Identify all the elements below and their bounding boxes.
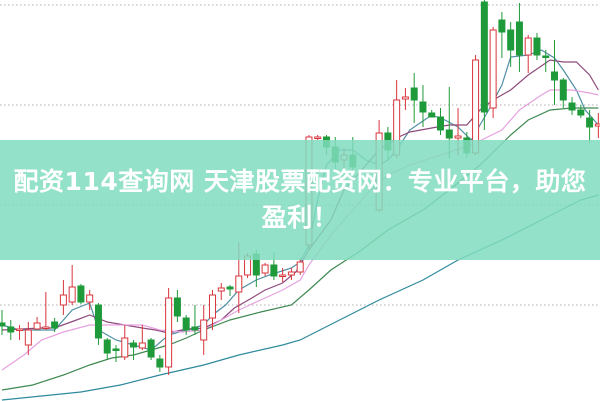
candle-body	[454, 135, 462, 139]
banner-title-line2: 盈利！	[261, 203, 339, 232]
candle-body	[594, 123, 600, 127]
candle-body	[165, 297, 173, 368]
candle-body	[586, 117, 594, 128]
candle-body	[217, 287, 225, 292]
candle-body	[121, 337, 129, 358]
candle-body	[200, 319, 208, 341]
candle-body	[103, 339, 111, 354]
candle-body	[24, 329, 32, 346]
candle-body	[94, 304, 102, 339]
candle-body	[0, 322, 6, 327]
candle-body	[498, 19, 506, 33]
candle-body	[51, 321, 59, 329]
candle-body	[489, 29, 497, 109]
candle-body	[296, 261, 304, 273]
candle-body	[568, 102, 576, 111]
candle-body	[208, 294, 216, 319]
candle-body	[410, 87, 418, 101]
candle-body	[182, 317, 190, 331]
candle-body	[314, 136, 322, 139]
candle-body	[156, 358, 164, 368]
moving-average-line	[1, 89, 599, 371]
candle-body	[270, 264, 278, 277]
candle-body	[33, 322, 41, 330]
title-banner: 配资114查询网 天津股票配资网：专业平台，助您 盈利！	[0, 140, 600, 260]
candle-body	[401, 96, 409, 100]
candle-body	[279, 274, 287, 277]
candle-body	[86, 294, 94, 303]
candle-body	[480, 1, 488, 113]
candle-body	[147, 339, 155, 358]
candle-body	[515, 21, 523, 56]
candle-body	[437, 116, 444, 131]
candle-body	[559, 79, 567, 101]
candle-body	[533, 37, 541, 56]
candle-body	[419, 101, 427, 113]
banner-title-line1: 配资114查询网 天津股票配资网：专业平台，助您	[13, 167, 587, 196]
candle-body	[445, 129, 453, 139]
candle-body	[524, 37, 532, 56]
candle-body	[130, 342, 138, 348]
moving-average-line	[1, 107, 599, 391]
candle-body	[7, 326, 15, 333]
candle-body	[261, 264, 269, 274]
candle-body	[507, 29, 515, 51]
candle-body	[173, 297, 181, 317]
candle-body	[551, 71, 559, 81]
candle-body	[59, 294, 67, 306]
candle-body	[428, 112, 436, 118]
candle-body	[226, 286, 234, 290]
candle-body	[577, 109, 585, 116]
candle-body	[235, 275, 243, 293]
candle-body	[112, 348, 120, 351]
candle-body	[68, 286, 76, 303]
candle-body	[77, 285, 85, 303]
candle-body	[16, 328, 24, 331]
candle-body	[42, 326, 50, 329]
candle-body	[542, 55, 550, 58]
candle-body	[191, 326, 199, 331]
candle-body	[287, 271, 295, 276]
candle-body	[138, 342, 146, 349]
